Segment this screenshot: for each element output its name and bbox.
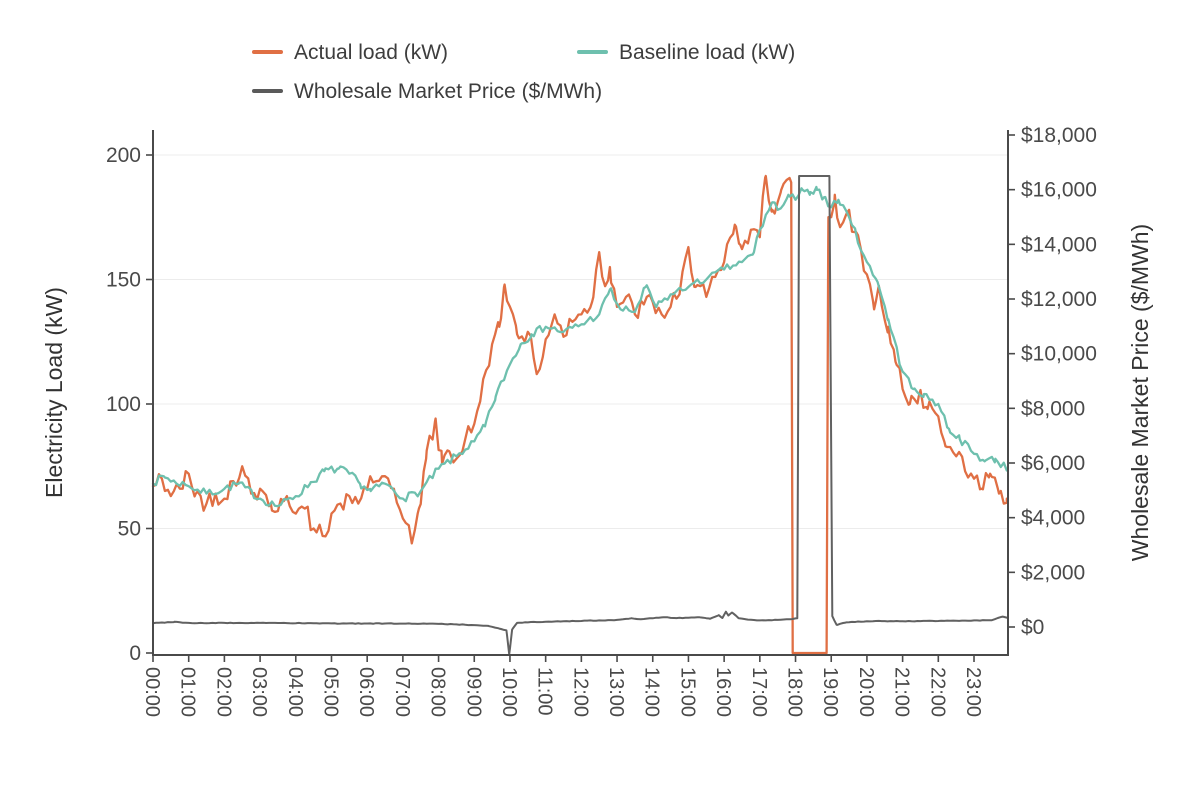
svg-text:09:00: 09:00 xyxy=(462,667,484,717)
svg-text:01:00: 01:00 xyxy=(177,667,199,717)
svg-text:15:00: 15:00 xyxy=(676,667,698,717)
legend-item-actual-load[interactable]: Actual load (kW) xyxy=(252,42,448,63)
svg-text:03:00: 03:00 xyxy=(248,667,270,717)
svg-text:18:00: 18:00 xyxy=(784,667,806,717)
svg-text:$8,000: $8,000 xyxy=(1021,397,1085,420)
svg-text:$4,000: $4,000 xyxy=(1021,507,1085,530)
left-axis-ticks: 0 50 100 150 200 xyxy=(106,144,153,665)
svg-text:02:00: 02:00 xyxy=(212,667,234,717)
legend-label-baseline-load: Baseline load (kW) xyxy=(619,40,796,64)
svg-text:$6,000: $6,000 xyxy=(1021,452,1085,475)
svg-text:21:00: 21:00 xyxy=(891,667,913,717)
svg-text:150: 150 xyxy=(106,269,141,292)
svg-text:16:00: 16:00 xyxy=(712,667,734,717)
svg-text:13:00: 13:00 xyxy=(605,667,627,717)
right-axis-title: Wholesale Market Price ($/MWh) xyxy=(1127,224,1153,561)
svg-text:$2,000: $2,000 xyxy=(1021,561,1085,584)
svg-text:$0: $0 xyxy=(1021,616,1044,639)
svg-text:0: 0 xyxy=(129,642,141,665)
svg-text:100: 100 xyxy=(106,393,141,416)
svg-text:06:00: 06:00 xyxy=(355,667,377,717)
svg-text:$18,000: $18,000 xyxy=(1021,124,1097,147)
svg-text:22:00: 22:00 xyxy=(926,667,948,717)
series-lines xyxy=(151,174,1008,656)
svg-text:10:00: 10:00 xyxy=(498,667,520,717)
legend-item-wholesale-price[interactable]: Wholesale Market Price ($/MWh) xyxy=(252,81,602,102)
left-axis-title: Electricity Load (kW) xyxy=(41,287,67,498)
svg-text:19:00: 19:00 xyxy=(819,667,841,717)
x-axis-ticks: 00:00 01:00 02:00 03:00 04:00 05:00 06:00 07:00… xyxy=(141,655,984,717)
legend-label-wholesale-price: Wholesale Market Price ($/MWh) xyxy=(294,79,603,103)
actual-load-line xyxy=(151,174,1008,655)
svg-text:23:00: 23:00 xyxy=(962,667,984,717)
svg-text:17:00: 17:00 xyxy=(748,667,770,717)
svg-text:200: 200 xyxy=(106,144,141,167)
wholesale-price-line-marker xyxy=(252,89,283,93)
legend-item-baseline-load[interactable]: Baseline load (kW) xyxy=(577,42,795,63)
axes xyxy=(152,130,1009,656)
svg-text:20:00: 20:00 xyxy=(855,667,877,717)
right-axis-ticks: $0 $2,000 $4,000 $6,000 $8,000 $10,000 $12,000… xyxy=(1008,124,1097,639)
svg-text:11:00: 11:00 xyxy=(534,667,556,716)
baseline-load-line-marker xyxy=(577,50,608,54)
svg-text:08:00: 08:00 xyxy=(427,667,449,717)
svg-text:$12,000: $12,000 xyxy=(1021,288,1097,311)
svg-text:14:00: 14:00 xyxy=(641,667,663,717)
svg-text:$14,000: $14,000 xyxy=(1021,233,1097,256)
wholesale-price-line xyxy=(152,175,1008,656)
actual-load-line-marker xyxy=(252,50,283,54)
svg-text:$10,000: $10,000 xyxy=(1021,343,1097,366)
svg-text:$16,000: $16,000 xyxy=(1021,179,1097,202)
svg-text:00:00: 00:00 xyxy=(141,667,163,717)
baseline-load-line xyxy=(151,185,1008,508)
svg-text:04:00: 04:00 xyxy=(284,667,306,717)
svg-text:50: 50 xyxy=(118,518,141,541)
svg-text:07:00: 07:00 xyxy=(391,667,413,717)
svg-text:05:00: 05:00 xyxy=(319,667,341,717)
legend-label-actual-load: Actual load (kW) xyxy=(294,40,449,64)
svg-text:12:00: 12:00 xyxy=(569,667,591,717)
gridlines xyxy=(153,154,1008,529)
